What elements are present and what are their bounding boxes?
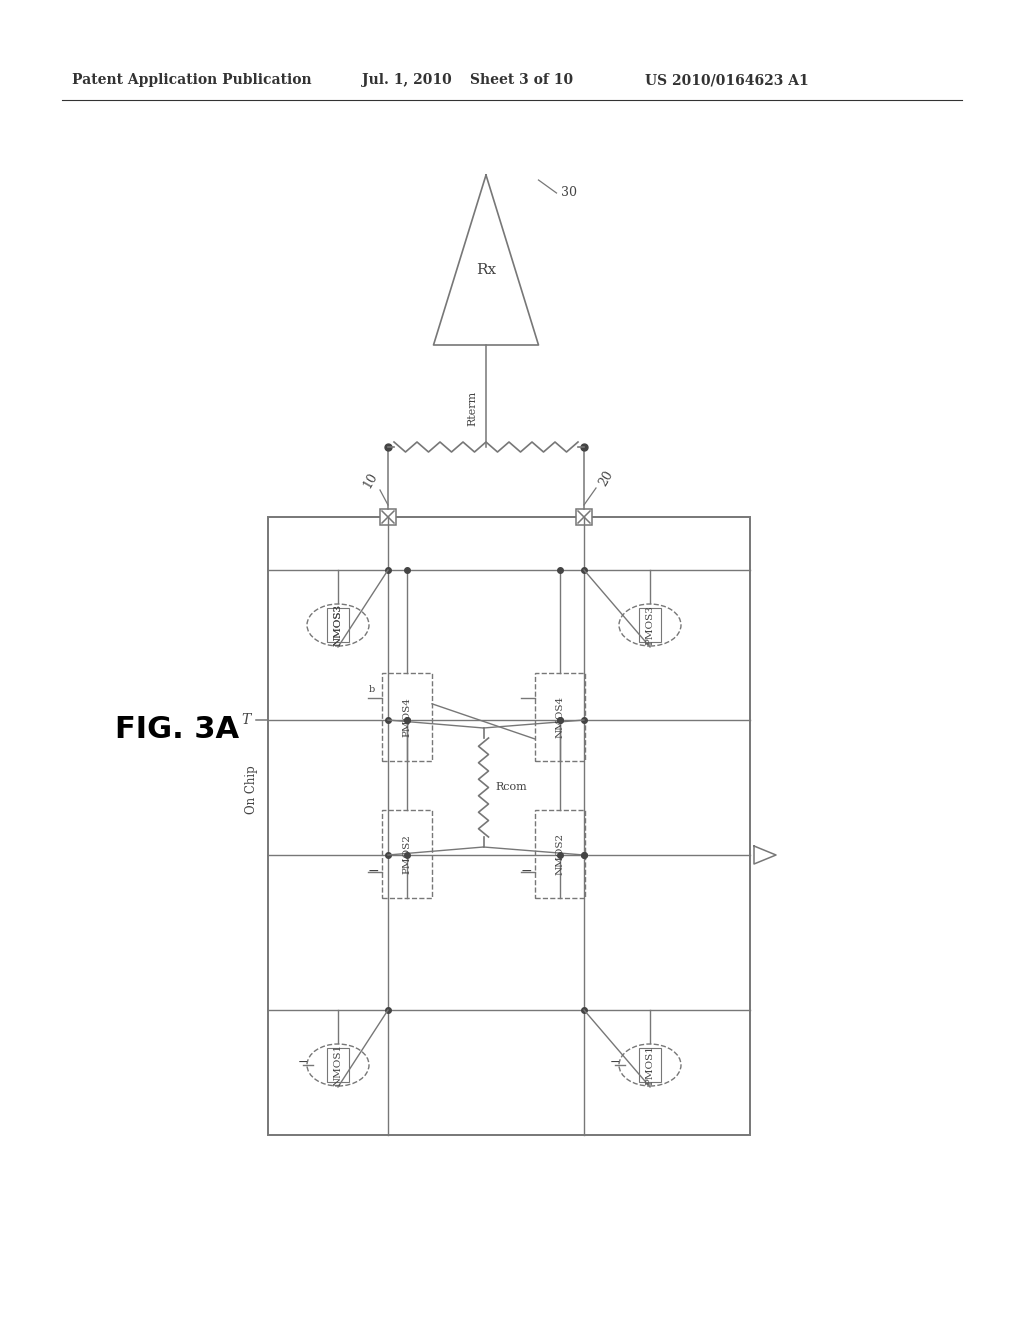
Bar — [639, 609, 662, 642]
Text: Patent Application Publication: Patent Application Publication — [72, 73, 311, 87]
Bar — [382, 673, 432, 762]
Text: NMOS4: NMOS4 — [555, 696, 564, 738]
Bar — [382, 810, 432, 898]
Text: Rcom: Rcom — [496, 783, 527, 792]
Text: Rterm: Rterm — [467, 391, 477, 426]
Text: FIG. 3A: FIG. 3A — [115, 715, 240, 744]
Text: −: − — [520, 863, 531, 878]
Text: PMOS2: PMOS2 — [402, 834, 412, 874]
Ellipse shape — [618, 605, 681, 645]
Text: PMOS4: PMOS4 — [402, 697, 412, 737]
Text: NMOS3: NMOS3 — [334, 605, 342, 645]
Text: NMOS1: NMOS1 — [334, 1044, 342, 1086]
Text: b: b — [369, 685, 375, 694]
Text: Rx: Rx — [476, 263, 496, 277]
Bar — [575, 510, 592, 525]
Text: T: T — [242, 713, 251, 727]
Text: NMOS3: NMOS3 — [334, 605, 342, 645]
Bar — [639, 1048, 662, 1082]
Text: 10: 10 — [360, 470, 380, 490]
Text: −: − — [609, 1056, 621, 1068]
Text: −: − — [368, 863, 379, 878]
Text: PMOS3: PMOS3 — [645, 605, 654, 645]
Ellipse shape — [307, 1044, 369, 1086]
Text: −: − — [298, 1056, 308, 1068]
Bar — [535, 810, 585, 898]
Ellipse shape — [618, 1044, 681, 1086]
Text: 30: 30 — [560, 186, 577, 199]
Ellipse shape — [307, 605, 369, 645]
Text: 20: 20 — [596, 467, 615, 488]
Bar — [268, 517, 750, 1135]
Text: US 2010/0164623 A1: US 2010/0164623 A1 — [645, 73, 809, 87]
Text: NMOS2: NMOS2 — [555, 833, 564, 875]
Text: On Chip: On Chip — [246, 766, 258, 814]
Text: Jul. 1, 2010: Jul. 1, 2010 — [362, 73, 452, 87]
Bar — [327, 609, 349, 642]
Text: PMOS1: PMOS1 — [645, 1045, 654, 1085]
Text: Sheet 3 of 10: Sheet 3 of 10 — [470, 73, 573, 87]
Bar — [380, 510, 396, 525]
Bar — [327, 1048, 349, 1082]
Bar — [535, 673, 585, 762]
